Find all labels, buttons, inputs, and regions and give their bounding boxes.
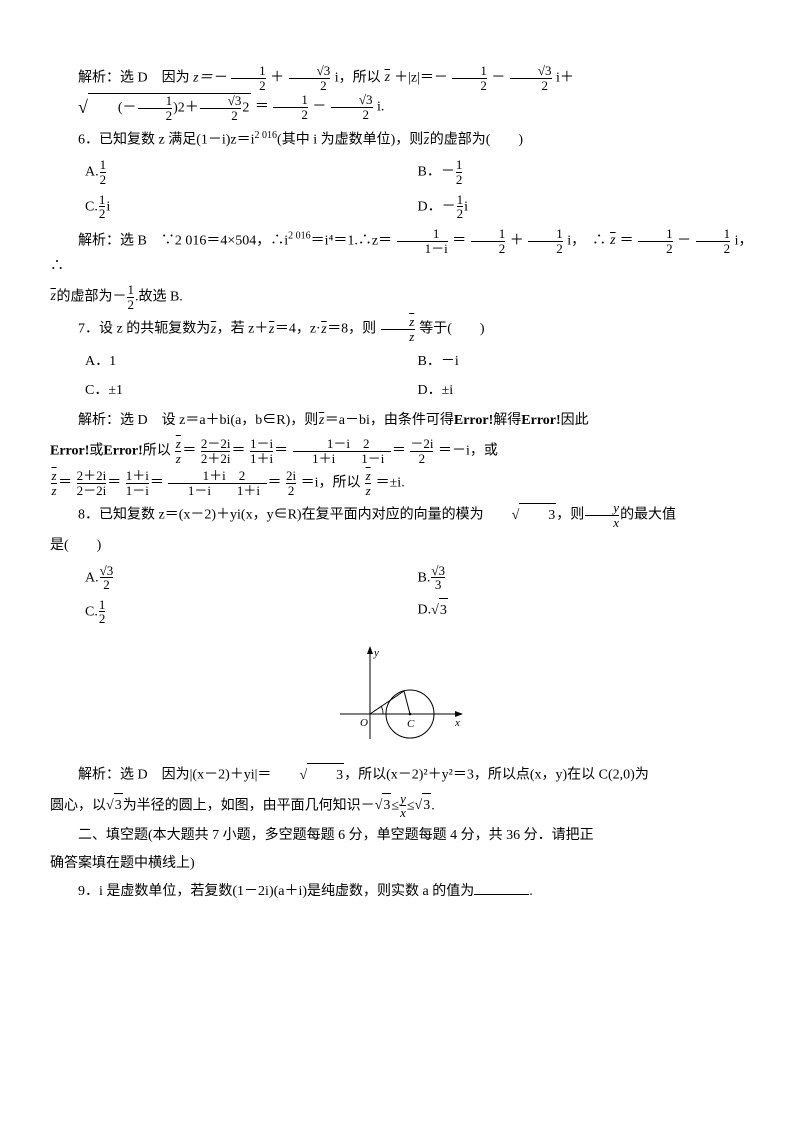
option-d: D．－12i bbox=[418, 193, 751, 221]
option-a: A.√32 bbox=[85, 564, 418, 592]
sqrt-icon: (－12)2＋√322 bbox=[50, 92, 251, 123]
circle-tangent-diagram: y x O C bbox=[335, 644, 465, 744]
z-bar: z bbox=[384, 70, 390, 85]
text: － bbox=[491, 70, 505, 85]
option-d: D．±i bbox=[418, 379, 751, 403]
error-text: Error! bbox=[454, 413, 493, 428]
option-a: A．1 bbox=[85, 350, 418, 374]
text: 解析：选 D 因为 bbox=[78, 70, 190, 85]
error-text: Error! bbox=[521, 413, 560, 428]
frac-zbar-over-z: zz bbox=[381, 315, 415, 343]
q6-analysis-cont: z的虚部为－12.故选 B. bbox=[50, 283, 750, 311]
q6-analysis: 解析：选 B ∵2 016＝4×504，∴i2 016＝i⁴＝1.∴z＝ 11－… bbox=[50, 227, 750, 279]
origin-label: O bbox=[360, 717, 368, 729]
section2-heading-cont: 确答案填在题中横线上) bbox=[50, 852, 750, 876]
q9-stem: 9．i 是虚数单位，若复数(1－2i)(a＋i)是纯虚数，则实数 a 的值为. bbox=[50, 880, 750, 904]
frac: √32 bbox=[289, 64, 331, 92]
q7-options-row2: C．±1 D．±i bbox=[85, 379, 750, 403]
error-text: Error! bbox=[50, 443, 89, 458]
q6-stem: 6．已知复数 z 满足(1－i)z＝i2 016(其中 i 为虚数单位)，则z的… bbox=[50, 127, 750, 152]
q8-options-row1: A.√32 B.√33 bbox=[85, 564, 750, 592]
q7-options-row1: A．1 B．－i bbox=[85, 350, 750, 374]
error-text: Error! bbox=[103, 443, 142, 458]
text: 6．已知复数 z 满足(1－i)z＝i bbox=[78, 133, 255, 148]
q8-analysis: 解析：选 D 因为|(x－2)＋yi|＝3，所以(x－2)²＋y²＝3，所以点(… bbox=[50, 763, 750, 788]
option-c: C.12i bbox=[85, 193, 418, 221]
option-c: C.12 bbox=[85, 598, 418, 626]
option-b: B．－i bbox=[418, 350, 751, 374]
text: i＋ bbox=[556, 70, 574, 85]
option-a: A.12 bbox=[85, 158, 418, 186]
q7-analysis-line2: Error!或Error!所以 zz＝ 2－2i2＋2i＝ 1－i1＋i＝ 1－… bbox=[50, 437, 750, 465]
option-b: B．－12 bbox=[418, 158, 751, 186]
q8-stem-cont: 是( ) bbox=[50, 534, 750, 558]
y-axis-label: y bbox=[373, 647, 379, 659]
q6-options-row1: A.12 B．－12 bbox=[85, 158, 750, 186]
sqrt-icon: 3 bbox=[484, 503, 557, 528]
frac: 12 bbox=[231, 64, 266, 92]
frac: √32 bbox=[331, 93, 373, 121]
text: z＝－ bbox=[193, 70, 226, 85]
text: 的虚部为( ) bbox=[430, 133, 523, 148]
text: － bbox=[312, 100, 326, 115]
text: ＋|z|＝－ bbox=[394, 70, 448, 85]
option-b: B.√33 bbox=[418, 564, 751, 592]
q8-options-row2: C.12 D.3 bbox=[85, 598, 750, 626]
frac: 12 bbox=[452, 64, 487, 92]
q7-stem: 7．设 z 的共轭复数为z，若 z＋z＝4，z·z＝8，则 zz 等于( ) bbox=[50, 315, 750, 343]
answer-blank[interactable] bbox=[474, 880, 529, 895]
q7-analysis: 解析：选 D 设 z＝a＋bi(a，b∈R)，则z＝a－bi，由条件可得Erro… bbox=[50, 409, 750, 433]
text: i. bbox=[377, 100, 384, 115]
center-label: C bbox=[407, 718, 415, 730]
option-c: C．±1 bbox=[85, 379, 418, 403]
q6-options-row2: C.12i D．－12i bbox=[85, 193, 750, 221]
q5-explanation: 解析：选 D 因为 z＝－ 12 ＋ √32 i，所以 z ＋|z|＝－ 12 … bbox=[50, 64, 750, 123]
text: i，所以 bbox=[335, 70, 381, 85]
section2-heading: 二、填空题(本大题共 7 小题，多空题每题 6 分，单空题每题 4 分，共 36… bbox=[50, 824, 750, 848]
q8-analysis-cont: 圆心，以3为半径的圆上，如图，由平面几何知识－3≤yx≤3. bbox=[50, 792, 750, 820]
option-d: D.3 bbox=[418, 598, 751, 626]
q8-stem: 8．已知复数 z＝(x－2)＋yi(x，y∈R)在复平面内对应的向量的模为3，则… bbox=[50, 501, 750, 529]
frac: √32 bbox=[510, 64, 552, 92]
x-axis-label: x bbox=[454, 717, 460, 729]
frac: 12 bbox=[273, 93, 308, 121]
text: ＝ bbox=[255, 100, 269, 115]
exponent: 2 016 bbox=[255, 130, 278, 141]
text: ＋ bbox=[270, 70, 284, 85]
q8-figure: y x O C bbox=[50, 644, 750, 753]
q7-analysis-line3: zz＝ 2＋2i2－2i＝ 1＋i1－i＝ 1＋i 2 1－i 1＋i ＝ 2i… bbox=[50, 469, 750, 497]
text: (其中 i 为虚数单位)，则 bbox=[277, 133, 423, 148]
